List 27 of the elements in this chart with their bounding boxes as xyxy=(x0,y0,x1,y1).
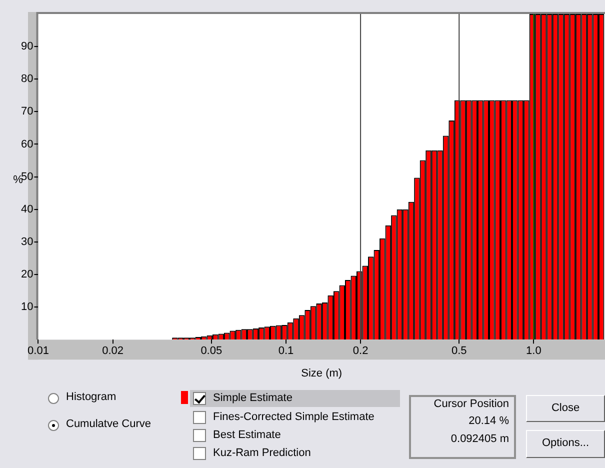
x-tick-label: 0.02 xyxy=(102,345,124,358)
x-tick-label: 0.05 xyxy=(200,345,222,358)
text: Best Estimate xyxy=(213,429,281,441)
text: Cursor Position xyxy=(432,398,509,410)
y-tick-label: 90 xyxy=(20,40,34,53)
text: Close xyxy=(550,402,581,414)
y-tick-label: 70 xyxy=(20,106,34,118)
text: 20.14 % xyxy=(468,415,509,427)
x-axis-title: Size (m) xyxy=(301,367,342,380)
x-tick-label: 0.2 xyxy=(352,345,368,358)
y-tick-label: 40 xyxy=(20,203,34,216)
y-tick-label: 60 xyxy=(20,138,34,150)
x-tick-label: 0.01 xyxy=(28,345,49,358)
text: 0.092405 m xyxy=(450,433,509,445)
x-tick-label: 0.1 xyxy=(278,345,294,358)
text: Fines-Corrected Simple Estimate xyxy=(213,411,374,423)
text: Simple Estimate xyxy=(213,392,292,404)
y-tick-label: 10 xyxy=(20,301,34,314)
y-tick-label: 80 xyxy=(20,73,34,86)
text: Histogram xyxy=(66,391,116,403)
text: Cumulatve Curve xyxy=(66,418,151,430)
y-tick-label: 20 xyxy=(20,268,34,281)
text: Kuz-Ram Prediction xyxy=(213,447,311,459)
x-tick-label: 0.5 xyxy=(451,345,467,358)
text: Options... xyxy=(540,437,590,449)
y-tick-label: 30 xyxy=(20,236,34,248)
x-tick-label: 1.0 xyxy=(526,345,542,358)
